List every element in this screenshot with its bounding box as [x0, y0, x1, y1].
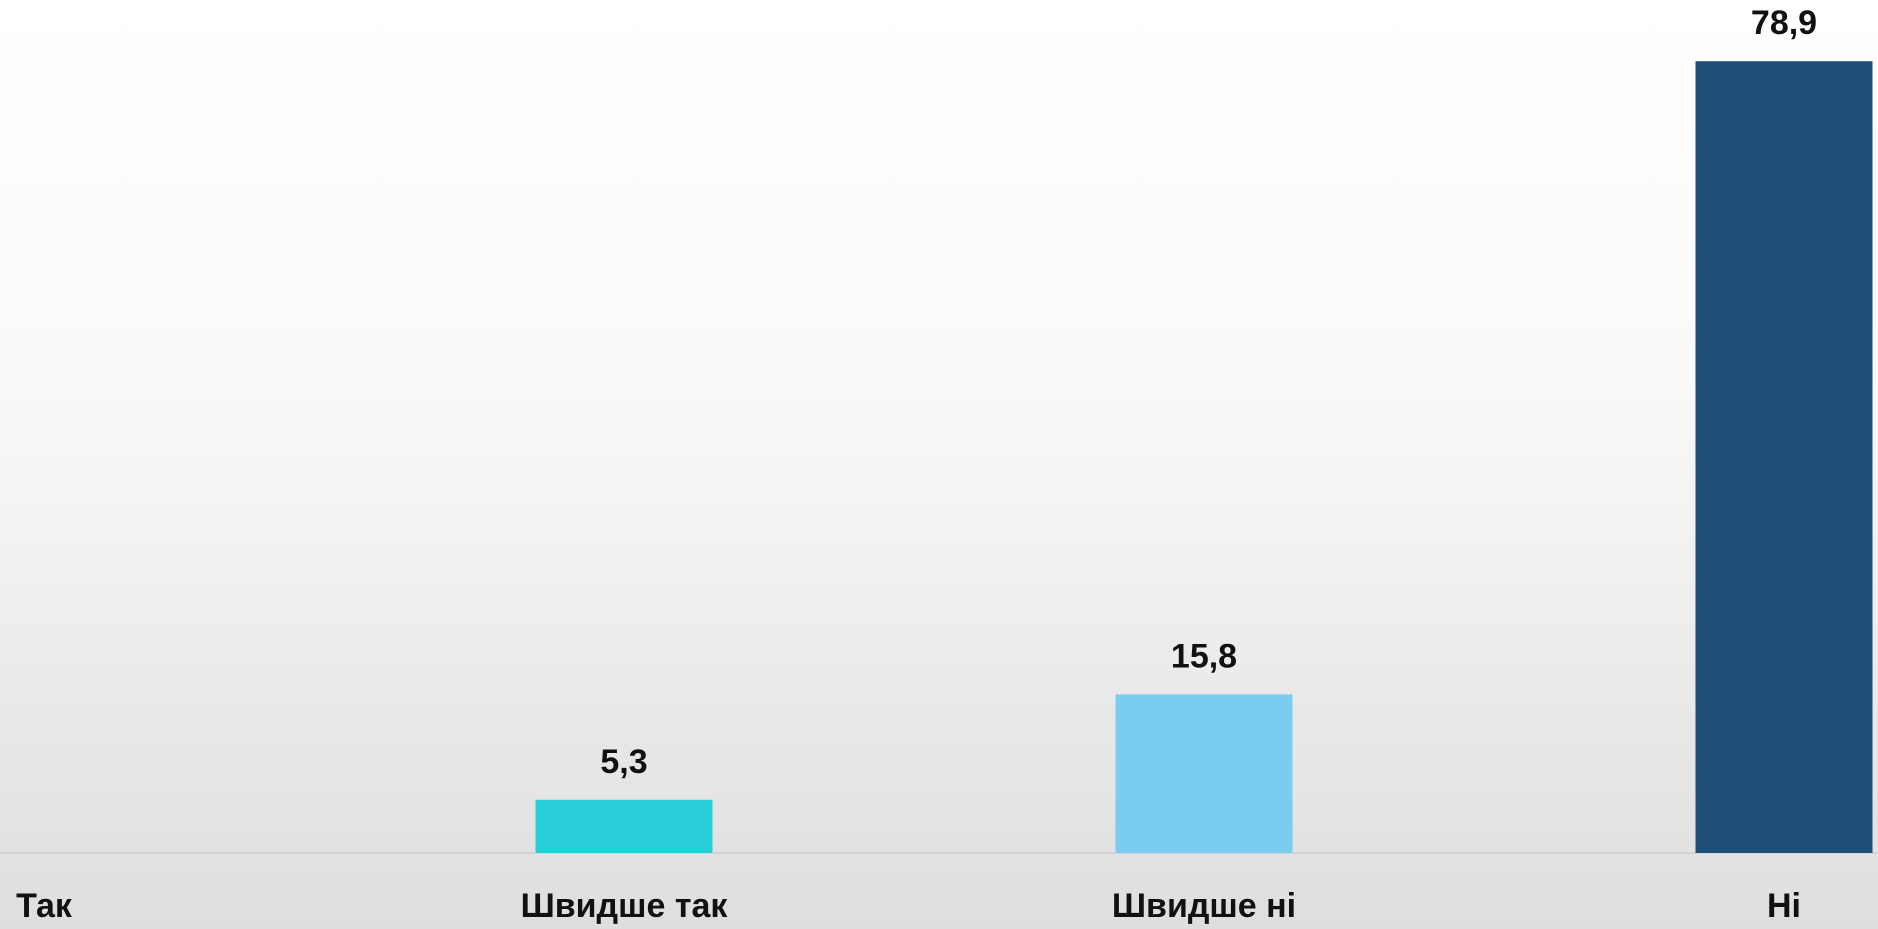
- x-tick-label: Швидше ні: [1112, 887, 1296, 925]
- bar: [1115, 694, 1293, 853]
- x-tick-label: Ні: [1767, 887, 1801, 925]
- x-tick-label: Так: [16, 887, 73, 925]
- data-label: 15,8: [1171, 637, 1237, 675]
- bar: [1695, 61, 1873, 854]
- data-label: 78,9: [1751, 4, 1817, 42]
- data-label: 5,3: [600, 743, 647, 781]
- bar: [535, 799, 713, 853]
- x-tick-label: Швидше так: [521, 887, 729, 925]
